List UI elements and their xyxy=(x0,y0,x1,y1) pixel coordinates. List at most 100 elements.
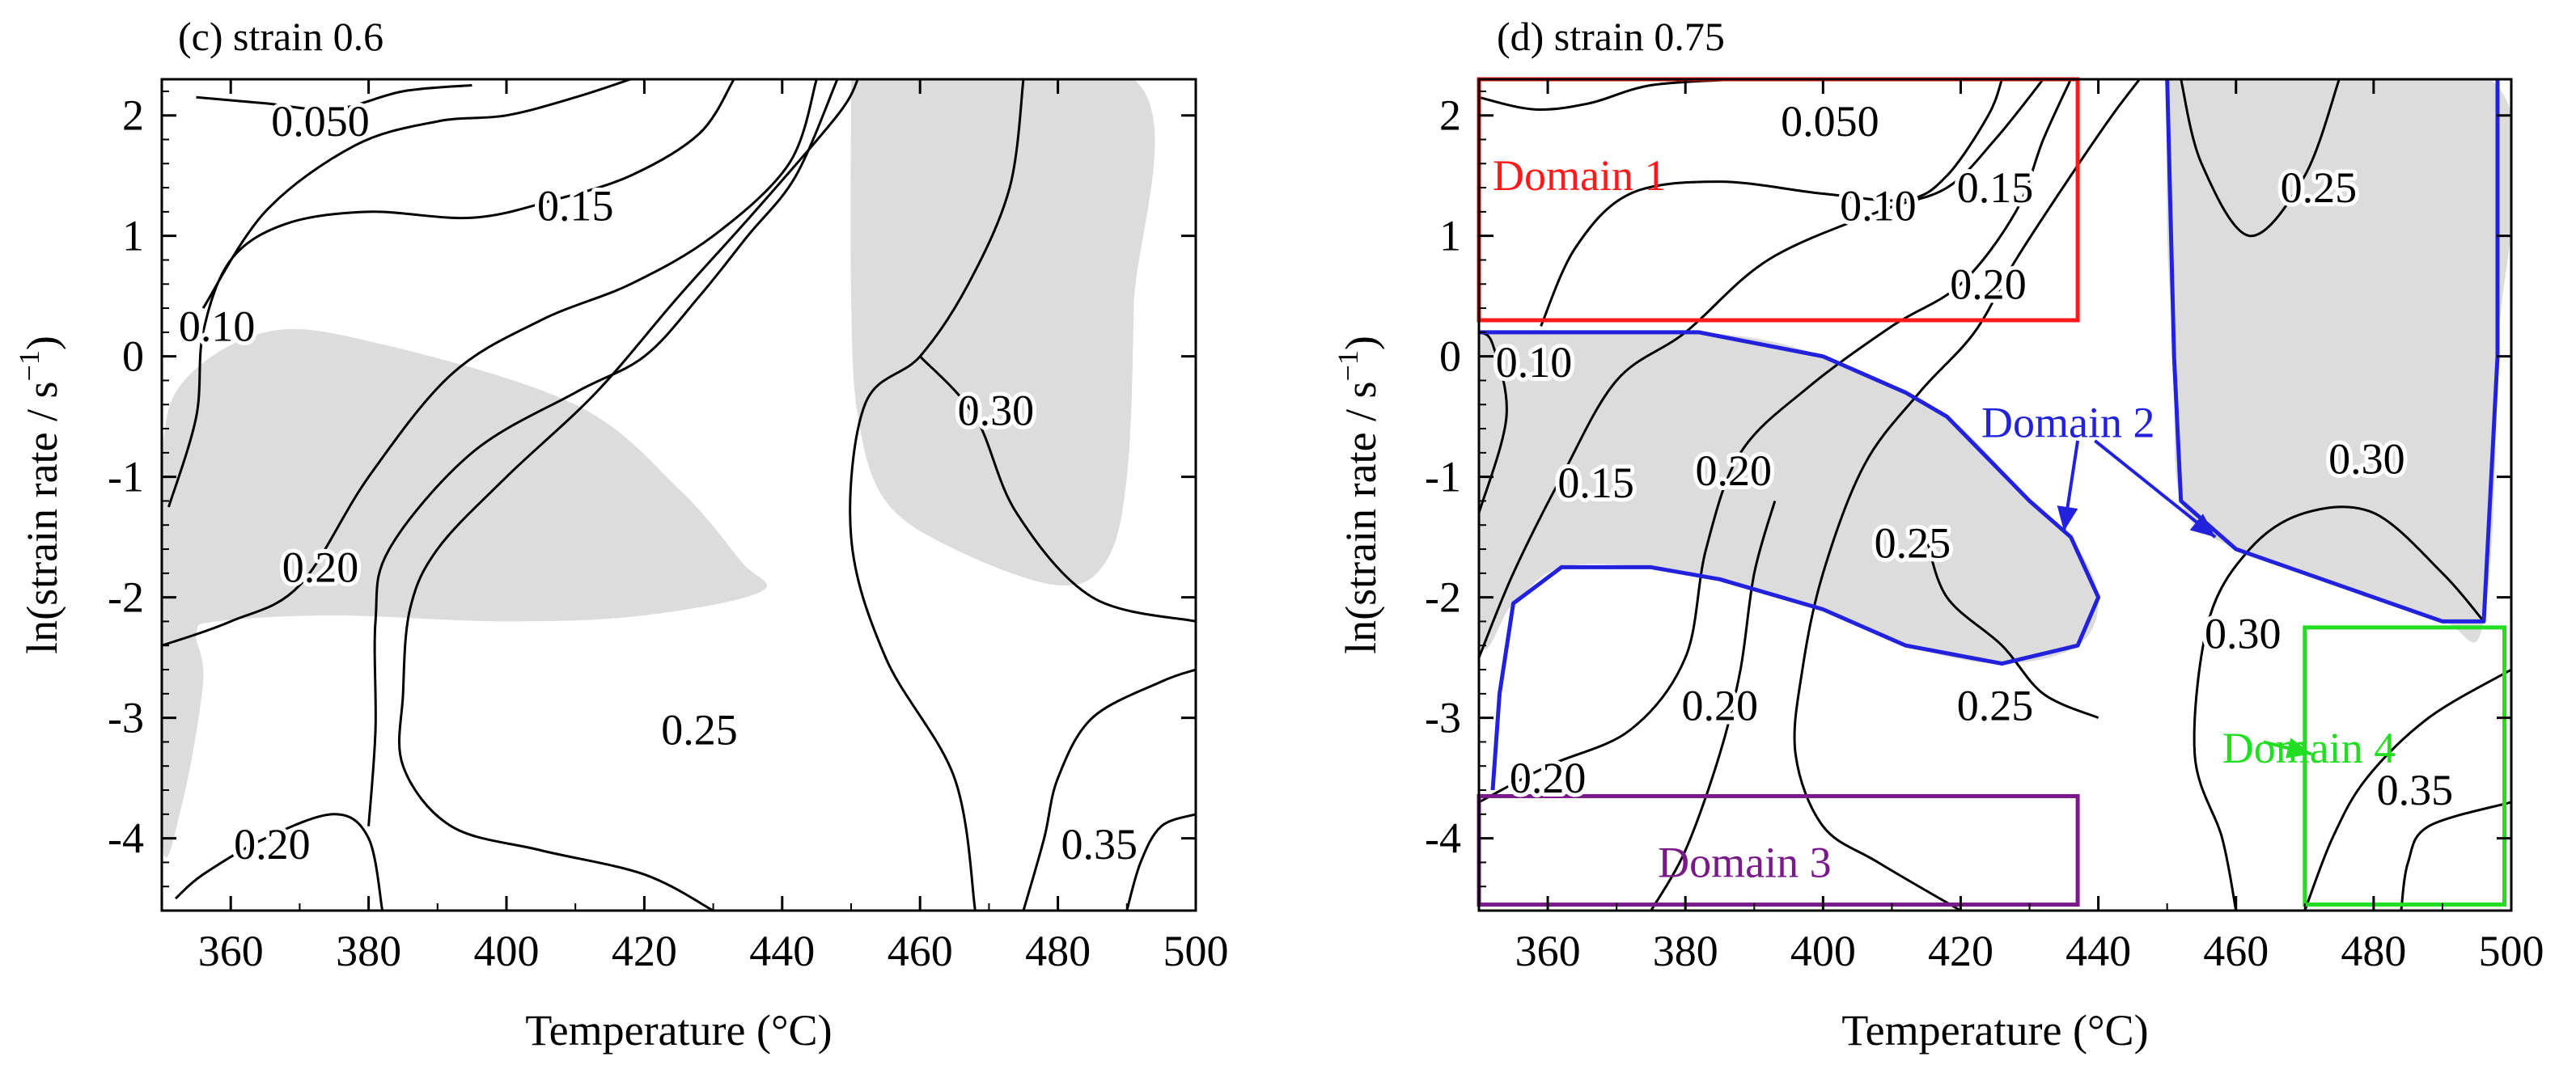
arrow-head xyxy=(2057,505,2078,531)
contour-line xyxy=(174,813,384,911)
contour-line xyxy=(2180,79,2341,238)
contour-value-label: 0.25 xyxy=(1957,682,2034,730)
y-axis-label: ln(strain rate / s−1) xyxy=(13,336,66,654)
contour-line xyxy=(367,79,839,826)
x-axis-label: Temperature (°C) xyxy=(1841,1006,2148,1055)
contour-value-label: 0.050 xyxy=(1781,97,1879,146)
y-axis-label-superscript: −1 xyxy=(1332,350,1364,381)
x-tick-label: 460 xyxy=(888,927,953,975)
instability-region xyxy=(850,79,1155,586)
domain-boundaries xyxy=(1479,79,2500,791)
contour-value-label: 0.15 xyxy=(1957,163,2034,212)
x-tick-label: 500 xyxy=(2479,927,2544,975)
x-tick-label: 480 xyxy=(2341,927,2406,975)
y-tick-label: 2 xyxy=(1439,91,1461,140)
panel-title: (d) strain 0.75 xyxy=(1497,14,1725,59)
x-tick-label: 420 xyxy=(612,927,677,975)
y-tick-label: -4 xyxy=(1425,814,1461,863)
contour-value-label: 0.20 xyxy=(1681,682,1758,730)
x-axis-ticks: 360 380 400 420 440 460 480 500 xyxy=(161,79,1229,975)
y-axis-label-superscript: −1 xyxy=(13,350,45,381)
x-tick-label: 400 xyxy=(1790,927,1856,975)
contour-line xyxy=(1650,500,1777,911)
arrow-head xyxy=(2286,738,2312,759)
y-axis-label-close: ) xyxy=(18,336,66,350)
y-tick-label: -1 xyxy=(108,453,144,501)
x-axis-label: Temperature (°C) xyxy=(525,1006,832,1055)
y-axis-ticks: 2 1 0 -1 -2 -3 -4 xyxy=(108,90,1196,911)
y-tick-label: 1 xyxy=(122,212,144,260)
plot-frame xyxy=(1477,78,2513,912)
domain-boundary-line xyxy=(1479,330,2101,791)
contour-line xyxy=(162,79,818,647)
instability-regions xyxy=(162,79,1155,858)
x-tick-label: 440 xyxy=(2065,927,2131,975)
x-tick-label: 460 xyxy=(2203,927,2269,975)
contour-value-label: 0.20 xyxy=(1950,260,2027,308)
x-tick-label: 440 xyxy=(749,927,815,975)
contour-value-label: 0.15 xyxy=(537,181,614,230)
panel-title: (c) strain 0.6 xyxy=(178,14,383,59)
y-axis-label: ln(strain rate / s−1) xyxy=(1332,336,1385,654)
x-tick-label: 420 xyxy=(1928,927,1993,975)
contour-value-label: 0.20 xyxy=(234,820,311,869)
y-tick-label: -4 xyxy=(108,814,144,863)
contour-line xyxy=(2193,505,2485,911)
contour-labels: 0.050 0.15 0.10 0.30 0.20 0.25 0.20 0.35 xyxy=(175,93,1142,873)
contour-line xyxy=(1479,79,1741,111)
panel-c: (c) strain 0.6 0.050 0.15 0.10 0.30 0.20 0.25… xyxy=(13,14,1229,1055)
contour-lines xyxy=(162,79,1196,911)
y-axis-label-main: ln(strain rate / s xyxy=(18,381,66,653)
contour-lines xyxy=(1479,79,2511,911)
contour-line xyxy=(1479,79,2072,804)
y-tick-label: 1 xyxy=(1439,212,1461,260)
y-axis-label-close: ) xyxy=(1337,336,1385,350)
contour-line xyxy=(1125,813,1196,911)
instability-region xyxy=(1479,330,2099,664)
contour-value-label: 0.25 xyxy=(1875,519,1951,568)
y-tick-label: -2 xyxy=(1425,573,1461,622)
y-tick-label: -3 xyxy=(1425,694,1461,742)
contour-line xyxy=(2303,668,2511,911)
y-tick-label: 2 xyxy=(122,91,144,140)
contour-labels: 0.050 0.10 0.15 0.25 0.20 0.10 0.30 0.15 0.20 0.2… xyxy=(1492,93,2457,818)
instability-region xyxy=(162,328,767,858)
contour-line xyxy=(398,79,859,911)
instability-region xyxy=(2167,79,2511,643)
x-tick-label: 400 xyxy=(474,927,540,975)
x-tick-label: 500 xyxy=(1163,927,1229,975)
y-tick-label: 0 xyxy=(122,332,144,381)
plot-frame xyxy=(160,78,1197,912)
y-tick-label: 0 xyxy=(1439,332,1461,381)
contour-value-label: 0.20 xyxy=(282,543,359,591)
domain-label: Domain 3 xyxy=(1658,838,1831,886)
contour-line xyxy=(167,79,735,508)
contour-value-label: 0.20 xyxy=(1695,446,1772,495)
domain-label: Domain 2 xyxy=(1981,399,2154,447)
contour-line xyxy=(849,79,1025,911)
x-tick-label: 480 xyxy=(1025,927,1091,975)
instability-regions xyxy=(1479,79,2511,664)
contour-line xyxy=(1540,79,2003,327)
domain-arrows xyxy=(2057,439,2312,759)
contour-line xyxy=(1479,331,1508,514)
contour-value-label: 0.35 xyxy=(2377,766,2454,814)
contour-value-label: 0.10 xyxy=(1496,338,1573,387)
contour-value-label: 0.10 xyxy=(1840,181,1917,230)
contour-line xyxy=(196,83,472,112)
arrow-shaft xyxy=(2094,439,2217,539)
contour-line xyxy=(1925,536,2099,719)
contour-value-label: 0.30 xyxy=(958,387,1035,435)
contour-value-label: 0.050 xyxy=(271,97,370,146)
contour-line xyxy=(1022,668,1196,911)
contour-line xyxy=(201,79,631,309)
contour-value-label: 0.20 xyxy=(1510,754,1587,802)
y-tick-label: -2 xyxy=(108,573,144,622)
x-tick-label: 380 xyxy=(336,927,401,975)
x-tick-label: 360 xyxy=(1515,927,1581,975)
domain-labels: Domain 1 Domain 2 Domain 3 Domain 4 xyxy=(1493,151,2396,886)
domain-label: Domain 1 xyxy=(1493,151,1666,200)
y-tick-label: -1 xyxy=(1425,453,1461,501)
domain-box xyxy=(2303,625,2506,907)
